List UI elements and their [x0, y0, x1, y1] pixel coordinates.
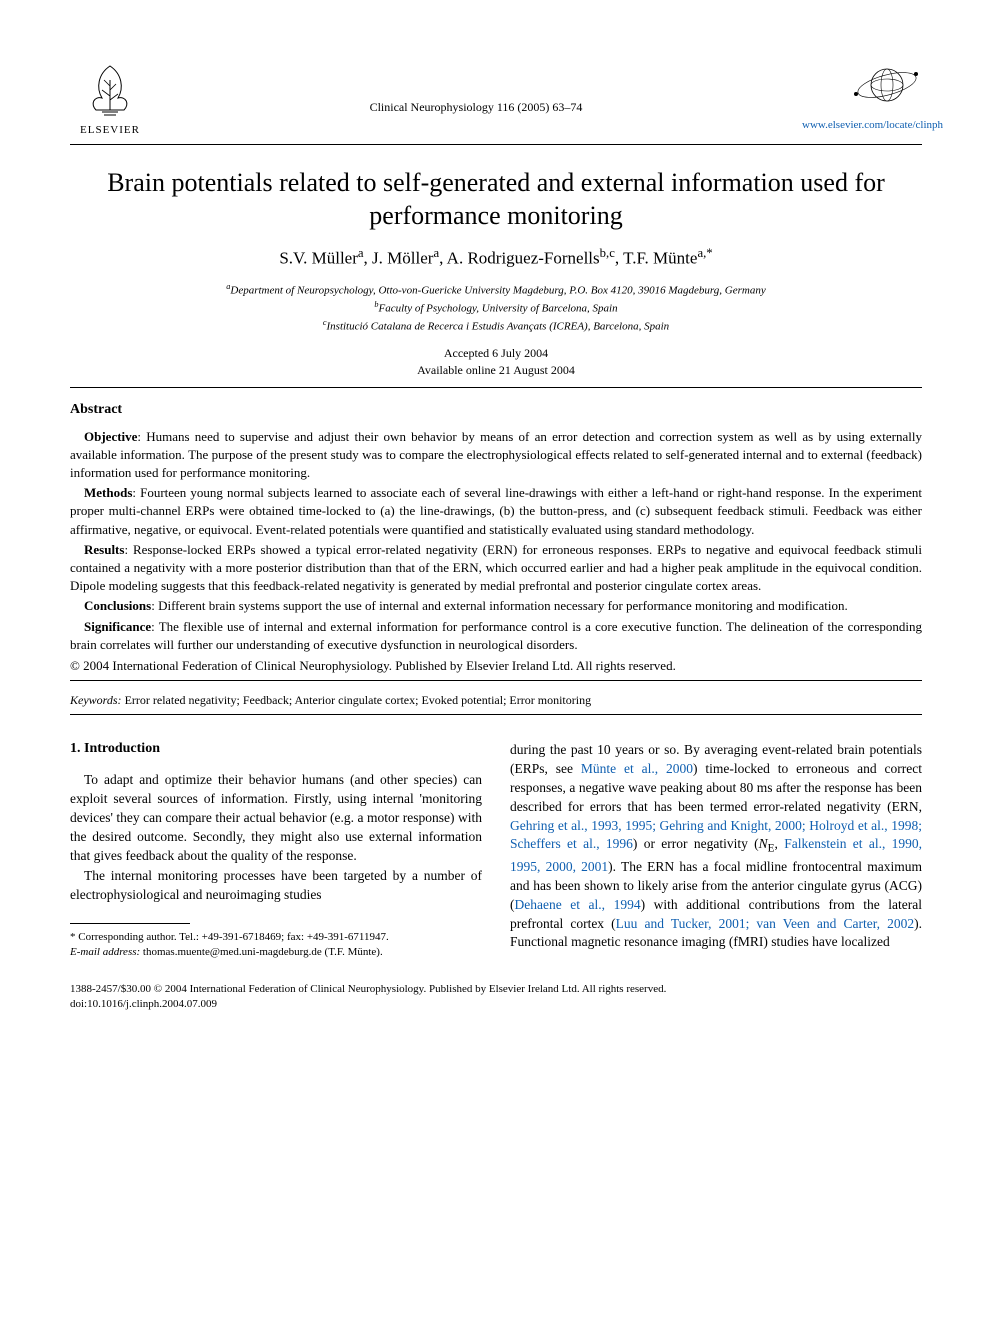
- intro-para-2: The internal monitoring processes have b…: [70, 867, 482, 905]
- abstract-significance: Significance: The flexible use of intern…: [70, 618, 922, 654]
- rule-top: [70, 144, 922, 145]
- keywords-label: Keywords:: [70, 693, 122, 707]
- elsevier-tree-icon: [80, 60, 140, 120]
- corresp-tel: +49-391-6718469: [202, 931, 282, 943]
- abstract-objective: Objective: Humans need to supervise and …: [70, 428, 922, 483]
- abstract-heading: Abstract: [70, 402, 922, 418]
- author: A. Rodriguez-Fornells: [447, 249, 600, 268]
- text: ) or error negativity (: [633, 836, 759, 851]
- author-sup: a,*: [697, 246, 712, 260]
- abstract-block: Abstract Objective: Humans need to super…: [70, 402, 922, 674]
- footer-doi: doi:10.1016/j.clinph.2004.07.009: [70, 997, 922, 1012]
- affiliations: aDepartment of Neuropsychology, Otto-von…: [70, 281, 922, 335]
- body-columns: 1. Introduction To adapt and optimize th…: [70, 741, 922, 960]
- rule-after-dates: [70, 387, 922, 388]
- citation[interactable]: Dehaene et al., 1994: [515, 897, 641, 912]
- citation[interactable]: Luu and Tucker, 2001; van Veen and Carte…: [616, 916, 914, 931]
- footer-block: 1388-2457/$30.00 © 2004 International Fe…: [70, 982, 922, 1012]
- author: T.F. Münte: [623, 249, 697, 268]
- citation[interactable]: Münte et al., 2000: [581, 761, 693, 776]
- footer-copyright: 1388-2457/$30.00 © 2004 International Fe…: [70, 982, 922, 997]
- email-label: E-mail address:: [70, 946, 140, 958]
- abstract-methods: Methods: Fourteen young normal subjects …: [70, 484, 922, 539]
- significance-text: : The flexible use of internal and exter…: [70, 619, 922, 652]
- fax-label: ; fax:: [281, 931, 307, 943]
- accepted-date: Accepted 6 July 2004: [70, 345, 922, 362]
- conclusions-text: : Different brain systems support the us…: [151, 598, 848, 613]
- text: ,: [775, 836, 785, 851]
- abstract-results: Results: Response-locked ERPs showed a t…: [70, 541, 922, 596]
- corresponding-author-footnote: * Corresponding author. Tel.: +49-391-67…: [70, 930, 482, 945]
- journal-logo-block: www.elsevier.com/locate/clinph: [802, 60, 922, 131]
- rule-after-keywords: [70, 714, 922, 715]
- author-sup: a: [358, 246, 364, 260]
- online-date: Available online 21 August 2004: [70, 362, 922, 379]
- affiliation-c: Institució Catalana de Recerca i Estudis…: [327, 321, 670, 333]
- methods-label: Methods: [84, 485, 132, 500]
- abstract-copyright: © 2004 International Federation of Clini…: [70, 658, 922, 674]
- methods-text: : Fourteen young normal subjects learned…: [70, 485, 922, 536]
- corresp-label: * Corresponding author. Tel.:: [70, 931, 202, 943]
- keywords-text: Error related negativity; Feedback; Ante…: [122, 693, 592, 707]
- intro-para-cont: during the past 10 years or so. By avera…: [510, 741, 922, 952]
- affiliation-a: Department of Neuropsychology, Otto-von-…: [230, 284, 765, 296]
- column-left: 1. Introduction To adapt and optimize th…: [70, 741, 482, 960]
- intro-para-1: To adapt and optimize their behavior hum…: [70, 771, 482, 865]
- article-title: Brain potentials related to self-generat…: [100, 167, 892, 232]
- column-right: during the past 10 years or so. By avera…: [510, 741, 922, 960]
- author: J. Möller: [372, 249, 433, 268]
- conclusions-label: Conclusions: [84, 598, 151, 613]
- publisher-name: ELSEVIER: [70, 124, 150, 136]
- publisher-logo-block: ELSEVIER: [70, 60, 150, 136]
- article-dates: Accepted 6 July 2004 Available online 21…: [70, 345, 922, 379]
- author-sup: a: [433, 246, 439, 260]
- email-footnote: E-mail address: thomas.muente@med.uni-ma…: [70, 945, 482, 960]
- email-address: thomas.muente@med.uni-magdeburg.de (T.F.…: [140, 946, 383, 958]
- ne-symbol: N: [759, 836, 768, 851]
- results-text: : Response-locked ERPs showed a typical …: [70, 542, 922, 593]
- abstract-conclusions: Conclusions: Different brain systems sup…: [70, 597, 922, 615]
- journal-website-link[interactable]: www.elsevier.com/locate/clinph: [802, 119, 922, 131]
- author: S.V. Müller: [279, 249, 358, 268]
- objective-text: : Humans need to supervise and adjust th…: [70, 429, 922, 480]
- author-sup: b,c: [600, 246, 615, 260]
- results-label: Results: [84, 542, 124, 557]
- introduction-heading: 1. Introduction: [70, 741, 482, 757]
- keywords-line: Keywords: Error related negativity; Feed…: [70, 693, 922, 708]
- author-list: S.V. Müllera, J. Möllera, A. Rodriguez-F…: [70, 246, 922, 269]
- journal-reference: Clinical Neurophysiology 116 (2005) 63–7…: [150, 60, 802, 115]
- affiliation-b: Faculty of Psychology, University of Bar…: [379, 302, 618, 314]
- footnote-separator: [70, 923, 190, 924]
- rule-before-keywords: [70, 680, 922, 681]
- corresp-fax: +49-391-6711947.: [307, 931, 389, 943]
- header-row: ELSEVIER Clinical Neurophysiology 116 (2…: [70, 60, 922, 136]
- objective-label: Objective: [84, 429, 137, 444]
- ne-sub: E: [768, 843, 775, 855]
- significance-label: Significance: [84, 619, 151, 634]
- journal-globe-icon: [832, 60, 922, 110]
